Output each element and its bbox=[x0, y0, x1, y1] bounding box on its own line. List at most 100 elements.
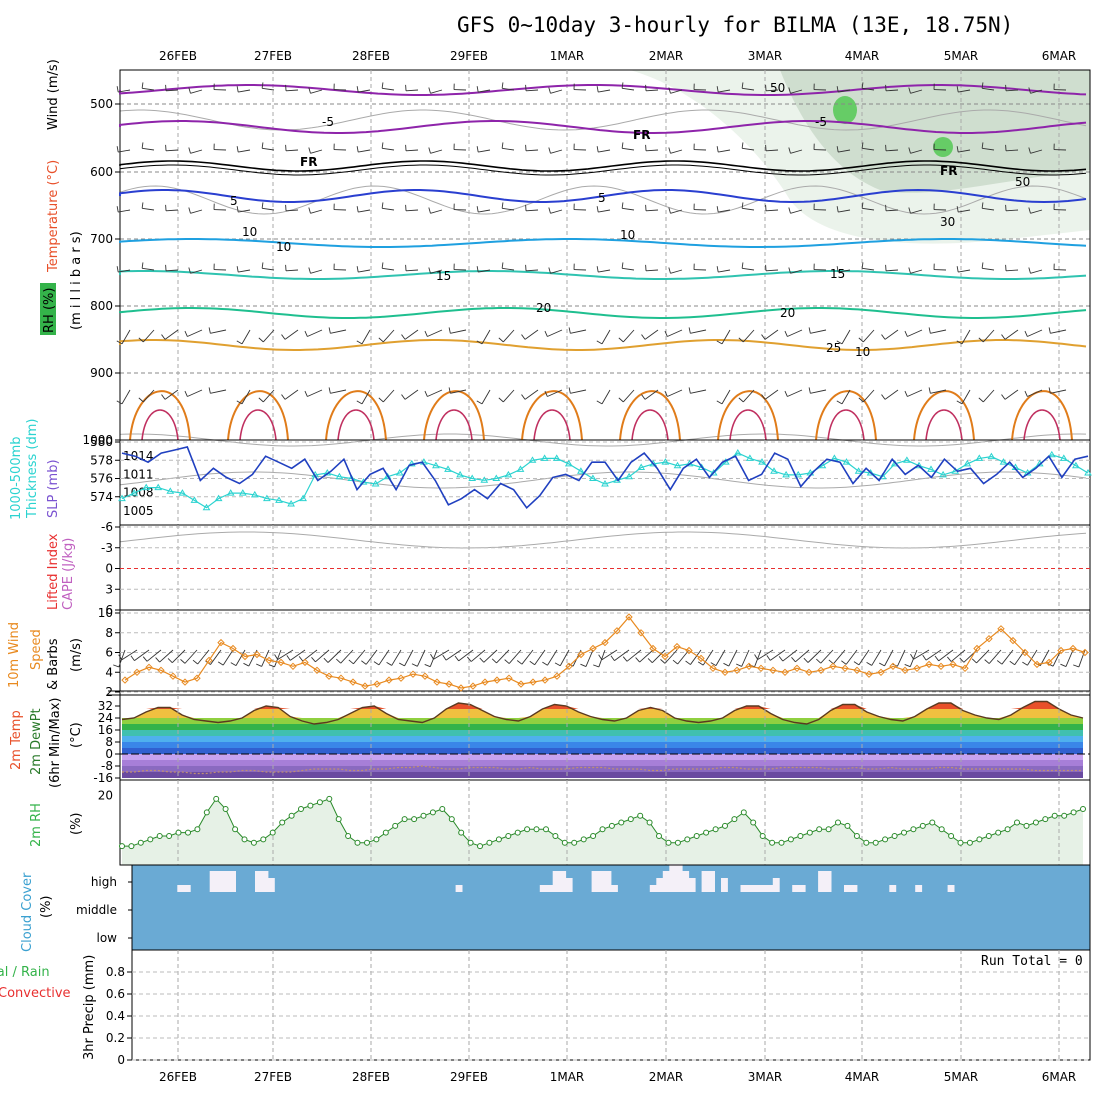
thickness-point-40 bbox=[601, 480, 609, 487]
thickness-point-24 bbox=[407, 459, 416, 467]
wind10-barb-59-flag bbox=[816, 658, 822, 664]
thickness-point-43 bbox=[637, 463, 646, 470]
upper-barb bbox=[190, 209, 203, 214]
upper-barb-flag bbox=[498, 397, 504, 403]
thickness-point-45 bbox=[661, 458, 670, 465]
upper-barb bbox=[862, 329, 875, 343]
upper-barb-flag bbox=[956, 400, 963, 405]
wind10-point-74 bbox=[1009, 636, 1017, 645]
wind10-barb-16-flag bbox=[298, 656, 304, 662]
bottom-date-6: 3MAR bbox=[748, 1070, 783, 1084]
wind10-barb-59 bbox=[820, 649, 834, 664]
upper-barb bbox=[765, 149, 779, 152]
upper-barb-flag bbox=[258, 337, 264, 343]
wind10-point-30 bbox=[481, 678, 489, 686]
hot-contour-9 bbox=[1023, 409, 1061, 441]
thickness-point-62 bbox=[866, 469, 875, 476]
wind10-barb-64-flag bbox=[879, 662, 885, 667]
upper-barb-flag bbox=[356, 400, 363, 405]
upper-barb bbox=[790, 269, 803, 274]
upper-barb bbox=[645, 89, 659, 92]
upper-barb bbox=[958, 149, 971, 153]
isotherm-label-1: -5 bbox=[815, 115, 827, 129]
wind10-barb-76-flag bbox=[1022, 661, 1028, 666]
wind10-barb-54 bbox=[757, 649, 774, 660]
wind10-barb-10 bbox=[235, 649, 246, 666]
cloud-high-bar-65 bbox=[552, 871, 560, 892]
upper-barb bbox=[382, 207, 395, 211]
cloud-high-bar-117 bbox=[889, 885, 897, 892]
thickness-point-23 bbox=[395, 469, 404, 476]
wind10-point-56 bbox=[793, 664, 801, 673]
wind10-point-79 bbox=[1069, 644, 1077, 653]
ylabel-cloud-cover: Cloud Cover bbox=[20, 872, 35, 952]
wind10-barb-23 bbox=[391, 649, 402, 666]
upper-barb-flag bbox=[836, 146, 839, 153]
upper-barb-flag bbox=[956, 206, 959, 213]
upper-barb-flag bbox=[476, 146, 479, 153]
upper-barb bbox=[525, 149, 539, 152]
upper-barb-flag bbox=[1028, 207, 1031, 214]
upper-barb bbox=[885, 149, 899, 152]
upper-barb-flag bbox=[716, 146, 719, 153]
upper-barb bbox=[190, 149, 203, 154]
wind10-barb-8 bbox=[210, 649, 222, 665]
wind10-point-53 bbox=[757, 664, 765, 673]
cloud-high-bar-66 bbox=[559, 871, 567, 892]
rh-contour-1 bbox=[119, 531, 1087, 549]
upper-barb bbox=[1027, 389, 1043, 397]
wind10-point-75 bbox=[1021, 648, 1029, 657]
stab-tick-label-4: 6 bbox=[105, 603, 113, 617]
upper-air-ylabels: Wind (m/s) Temperature (°C) RH (%) (m i … bbox=[40, 59, 84, 335]
upper-barb bbox=[550, 209, 563, 214]
upper-barb-flag bbox=[544, 390, 548, 397]
wind10-barb-4-flag bbox=[155, 657, 160, 663]
upper-barb bbox=[622, 147, 635, 151]
upper-barb-flag bbox=[141, 82, 144, 89]
isotherm-label-6: 15 bbox=[436, 269, 451, 283]
wind10-barb-6-flag bbox=[180, 659, 186, 664]
rh2m-point-90 bbox=[966, 839, 973, 846]
upper-barb bbox=[1030, 209, 1043, 214]
upper-barb-flag bbox=[836, 206, 839, 213]
rh2m-point-97 bbox=[1032, 819, 1039, 826]
ylabel-thickness-1: 1000-500mb bbox=[9, 436, 24, 520]
wind10-barb-29 bbox=[458, 649, 474, 662]
wind10-point-9 bbox=[229, 644, 237, 653]
upper-barb-flag bbox=[738, 337, 744, 343]
cloud-high-bar-67 bbox=[565, 878, 573, 892]
upper-barb bbox=[961, 389, 971, 405]
upper-barb bbox=[478, 269, 491, 273]
upper-barb bbox=[718, 89, 731, 93]
upper-barb bbox=[430, 89, 443, 94]
rh2m-point-61 bbox=[693, 833, 700, 839]
wind10-barb-57-flag bbox=[791, 656, 796, 663]
rh2m-point-3 bbox=[147, 836, 154, 843]
upper-barb-flag bbox=[621, 262, 624, 269]
upper-barb-flag bbox=[908, 207, 911, 214]
wind10-point-68 bbox=[937, 662, 945, 671]
cloud-high-bar-111 bbox=[850, 885, 858, 892]
upper-barb bbox=[382, 389, 395, 403]
thickness-point-28 bbox=[456, 470, 464, 478]
isotherm-label-5: 10 bbox=[620, 228, 635, 242]
cloud-high-bar-103 bbox=[798, 885, 806, 892]
upper-barb-flag bbox=[621, 82, 624, 89]
thickness-point-70 bbox=[963, 459, 972, 467]
upper-barb bbox=[718, 209, 731, 213]
wind10-point-29 bbox=[469, 682, 477, 690]
upper-barb bbox=[910, 149, 923, 154]
upper-barb-flag bbox=[378, 337, 384, 343]
upper-barb bbox=[142, 87, 155, 91]
upper-barb-flag bbox=[428, 147, 431, 154]
thickness-point-52 bbox=[746, 454, 754, 461]
wind10-point-32 bbox=[505, 674, 513, 682]
wind10-point-35 bbox=[541, 676, 549, 684]
upper-barb bbox=[210, 389, 227, 394]
upper-barb bbox=[478, 149, 491, 153]
isotherm-label-0: -5 bbox=[322, 115, 334, 129]
wind10-point-21 bbox=[373, 680, 381, 688]
upper-barb-flag bbox=[378, 397, 384, 403]
wind10-point-67 bbox=[925, 660, 933, 669]
rh2m-point-87 bbox=[938, 826, 945, 833]
